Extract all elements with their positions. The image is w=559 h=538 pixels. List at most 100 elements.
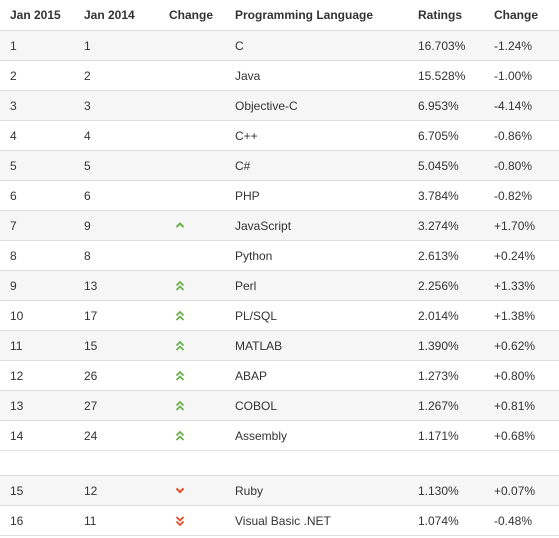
language-name: Assembly — [235, 428, 288, 443]
rank-2014: 12 — [84, 483, 98, 498]
table-row: 3 3 Objective-C 6.953% -4.14% — [0, 90, 559, 120]
rating-value: 1.390% — [418, 338, 459, 353]
rating-change: -1.00% — [494, 68, 533, 83]
table-row: 15 12 Ruby 1.130% +0.07% — [0, 475, 559, 505]
rating-change: +0.07% — [494, 483, 536, 498]
change-indicator — [162, 219, 235, 233]
double-chevron-up-icon — [175, 430, 185, 441]
rank-2015: 11 — [10, 338, 23, 353]
table-row: 16 11 Visual Basic .NET 1.074% -0.48% — [0, 505, 559, 536]
table-row: 12 26 ABAP 1.273% +0.80% — [0, 360, 559, 390]
chevron-up-icon — [175, 220, 185, 230]
table-header: Jan 2015 Jan 2014 Change Programming Lan… — [0, 0, 559, 30]
language-name: C# — [235, 158, 251, 173]
language-name: PHP — [235, 188, 260, 203]
rank-2015: 15 — [10, 483, 24, 498]
rating-value: 6.705% — [418, 128, 459, 143]
change-indicator — [162, 369, 235, 383]
header-jan2014: Jan 2014 — [84, 8, 135, 22]
language-name: Visual Basic .NET — [235, 513, 331, 528]
chevron-down-icon — [175, 485, 185, 495]
rating-change: +1.38% — [494, 308, 536, 323]
rank-2014: 2 — [84, 68, 91, 83]
table-separator — [0, 450, 559, 475]
rank-2014: 4 — [84, 128, 91, 143]
rating-change: +0.24% — [494, 248, 536, 263]
rank-2015: 3 — [10, 98, 17, 113]
table-row: 13 27 COBOL 1.267% +0.81% — [0, 390, 559, 420]
language-name: C++ — [235, 128, 258, 143]
table-row: 14 24 Assembly 1.171% +0.68% — [0, 420, 559, 450]
rating-change: -0.82% — [494, 188, 533, 203]
rating-change: +0.81% — [494, 398, 536, 413]
rank-2014: 3 — [84, 98, 91, 113]
table-row: 1 1 C 16.703% -1.24% — [0, 30, 559, 60]
table-body-bottom: 15 12 Ruby 1.130% +0.07% 16 11 Visual Basic .NE… — [0, 475, 559, 536]
language-name: Java — [235, 68, 261, 83]
language-name: PL/SQL — [235, 308, 278, 323]
language-name: C — [235, 38, 244, 53]
rank-2015: 8 — [10, 248, 17, 263]
header-language: Programming Language — [235, 8, 374, 22]
rank-2014: 5 — [84, 158, 91, 173]
rating-value: 16.703% — [418, 38, 466, 53]
table-row: 8 8 Python 2.613% +0.24% — [0, 240, 559, 270]
rating-change: -4.14% — [494, 98, 533, 113]
double-chevron-down-icon — [175, 515, 185, 526]
rank-2014: 9 — [84, 218, 91, 233]
header-ratings: Ratings — [418, 8, 463, 22]
double-chevron-up-icon — [175, 310, 185, 321]
rank-2015: 13 — [10, 398, 24, 413]
rating-value: 1.130% — [418, 483, 459, 498]
language-name: JavaScript — [235, 218, 292, 233]
double-chevron-up-icon — [175, 280, 185, 291]
rating-value: 3.784% — [418, 188, 459, 203]
table-row: 6 6 PHP 3.784% -0.82% — [0, 180, 559, 210]
rating-value: 15.528% — [418, 68, 466, 83]
rank-2014: 1 — [84, 38, 91, 53]
rating-value: 3.274% — [418, 218, 459, 233]
double-chevron-up-icon — [175, 340, 185, 351]
rating-value: 5.045% — [418, 158, 459, 173]
rating-value: 1.074% — [418, 513, 459, 528]
language-name: MATLAB — [235, 338, 283, 353]
rank-2014: 6 — [84, 188, 91, 203]
rating-value: 1.273% — [418, 368, 459, 383]
rank-2015: 9 — [10, 278, 17, 293]
rank-2015: 1 — [10, 38, 17, 53]
rating-change: -0.48% — [494, 513, 533, 528]
rating-change: -1.24% — [494, 38, 533, 53]
language-name: Python — [235, 248, 273, 263]
language-name: ABAP — [235, 368, 268, 383]
table-row: 4 4 C++ 6.705% -0.86% — [0, 120, 559, 150]
change-indicator — [162, 339, 235, 353]
rank-2014: 11 — [84, 513, 97, 528]
rank-2014: 15 — [84, 338, 98, 353]
table-row: 5 5 C# 5.045% -0.80% — [0, 150, 559, 180]
table-row: 9 13 Perl 2.256% +1.33% — [0, 270, 559, 300]
rating-change: +0.68% — [494, 428, 536, 443]
change-indicator — [162, 514, 235, 528]
double-chevron-up-icon — [175, 400, 185, 411]
rating-value: 1.171% — [418, 428, 459, 443]
header-change-icon: Change — [169, 8, 214, 22]
header-jan2015: Jan 2015 — [10, 8, 61, 22]
rank-2014: 26 — [84, 368, 98, 383]
double-chevron-up-icon — [175, 370, 185, 381]
table-body-top: 1 1 C 16.703% -1.24% 2 2 Java 15.528% -1.00% 3 3 Obj… — [0, 30, 559, 450]
rating-change: -0.80% — [494, 158, 533, 173]
rating-change: +1.33% — [494, 278, 536, 293]
language-name: Objective-C — [235, 98, 298, 113]
rating-value: 2.613% — [418, 248, 459, 263]
rating-value: 2.256% — [418, 278, 459, 293]
change-indicator — [162, 309, 235, 323]
rank-2015: 16 — [10, 513, 24, 528]
rating-value: 1.267% — [418, 398, 459, 413]
rank-2014: 13 — [84, 278, 98, 293]
table-row: 2 2 Java 15.528% -1.00% — [0, 60, 559, 90]
rating-change: +1.70% — [494, 218, 536, 233]
table-row: 11 15 MATLAB 1.390% +0.62% — [0, 330, 559, 360]
rank-2015: 12 — [10, 368, 24, 383]
rank-2014: 8 — [84, 248, 91, 263]
